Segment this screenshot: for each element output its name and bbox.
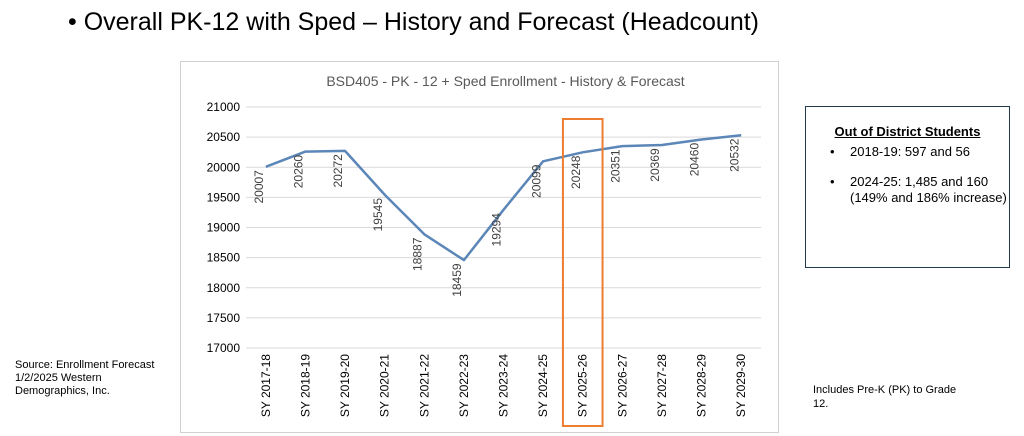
data-label-6: 19294 xyxy=(490,213,504,247)
y-tick-label-18000: 18000 xyxy=(207,281,241,295)
x-tick-label-11: SY 2028-29 xyxy=(695,354,709,417)
data-label-4: 18887 xyxy=(410,237,424,271)
callout-item-2024-25: 2024-25: 1,485 and 160 (149% and 186% in… xyxy=(830,174,1009,206)
y-tick-label-20500: 20500 xyxy=(207,130,241,144)
slide-title: • Overall PK-12 with Sped – History and … xyxy=(68,8,760,36)
data-label-5: 18459 xyxy=(450,263,464,297)
x-tick-label-7: SY 2024-25 xyxy=(536,354,550,417)
data-label-10: 20369 xyxy=(648,148,662,182)
y-tick-label-17000: 17000 xyxy=(207,341,241,355)
data-label-12: 20532 xyxy=(727,138,741,172)
enrollment-line-chart: BSD405 - PK - 12 + Sped Enrollment - His… xyxy=(207,73,761,427)
chart-title: BSD405 - PK - 12 + Sped Enrollment - His… xyxy=(326,73,684,89)
callout-list: 2018-19: 597 and 56 2024-25: 1,485 and 1… xyxy=(806,144,1009,206)
x-tick-label-6: SY 2023-24 xyxy=(497,354,511,417)
out-of-district-callout: Out of District Students 2018-19: 597 an… xyxy=(805,106,1010,268)
y-tick-label-19500: 19500 xyxy=(207,190,241,204)
highlight-box xyxy=(561,118,604,427)
x-tick-label-10: SY 2027-28 xyxy=(655,354,669,417)
data-label-0: 20007 xyxy=(252,170,266,204)
x-tick-label-2: SY 2019-20 xyxy=(338,354,352,417)
x-tick-label-4: SY 2021-22 xyxy=(417,354,431,417)
chart-frame: BSD405 - PK - 12 + Sped Enrollment - His… xyxy=(180,61,779,433)
y-tick-label-20000: 20000 xyxy=(207,160,241,174)
data-label-8: 20248 xyxy=(569,155,583,189)
x-tick-label-8: SY 2025-26 xyxy=(576,354,590,417)
x-tick-label-0: SY 2017-18 xyxy=(259,354,273,417)
data-label-7: 20099 xyxy=(529,164,543,198)
footnote: Includes Pre-K (PK) to Grade 12. xyxy=(813,384,957,410)
data-label-1: 20260 xyxy=(292,155,306,189)
series-line xyxy=(265,133,742,262)
source-note: Source: Enrollment Forecast 1/2/2025 Wes… xyxy=(15,359,155,397)
y-tick-label-18500: 18500 xyxy=(207,251,241,265)
y-tick-label-21000: 21000 xyxy=(207,100,241,114)
callout-title: Out of District Students xyxy=(834,124,981,139)
x-tick-label-9: SY 2026-27 xyxy=(615,354,629,417)
data-label-2: 20272 xyxy=(331,154,345,188)
x-tick-label-3: SY 2020-21 xyxy=(378,354,392,417)
data-label-9: 20351 xyxy=(609,149,623,183)
y-tick-label-17500: 17500 xyxy=(207,311,241,325)
y-tick-label-19000: 19000 xyxy=(207,221,241,235)
callout-item-2018-19: 2018-19: 597 and 56 xyxy=(830,144,1009,160)
x-tick-label-1: SY 2018-19 xyxy=(298,354,312,417)
data-label-3: 19545 xyxy=(371,198,385,232)
data-label-11: 20460 xyxy=(688,143,702,177)
x-tick-label-12: SY 2029-30 xyxy=(734,354,748,417)
x-tick-label-5: SY 2022-23 xyxy=(457,354,471,417)
